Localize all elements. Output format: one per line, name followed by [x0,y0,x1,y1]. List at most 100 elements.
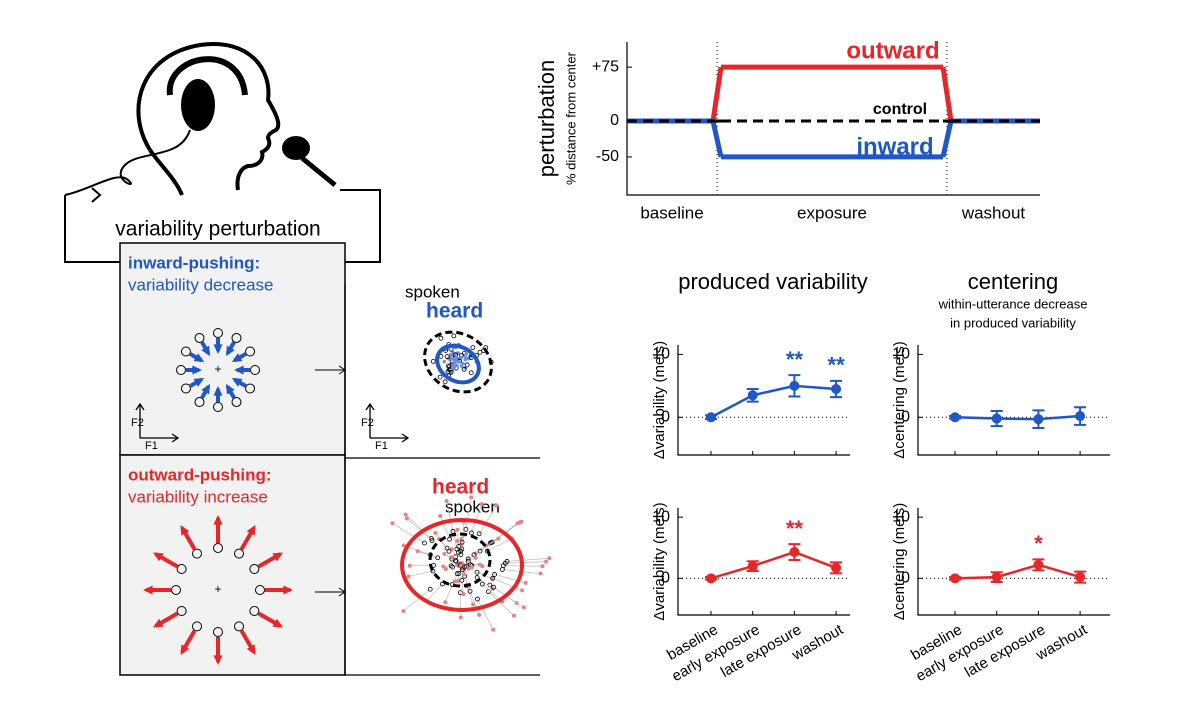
shift-line [493,587,525,608]
target-point [194,332,205,343]
spoken-point [454,546,460,552]
spoken-point [465,558,471,564]
heard-point [520,588,525,593]
heard-point [473,555,478,560]
y-axis-label: Δcentering (mels) [891,341,908,459]
heard-point [458,615,463,620]
heard-point [521,605,526,610]
y-tick-label: 10 [892,346,910,363]
shift-line [465,497,472,530]
heard-point [461,592,466,597]
spoken-point [451,333,457,339]
target-point [192,548,202,559]
step-riser [940,66,954,122]
target-point [255,585,265,595]
push-arrow-head [272,552,283,562]
spoken-point [459,577,465,583]
heard-point [477,612,482,617]
data-point [1033,559,1044,570]
heard-point [454,356,459,360]
x-tick-label: exposure [797,203,867,222]
push-arrow-head [201,383,210,395]
shift-line [488,591,515,616]
heard-point [455,579,460,584]
target-point [234,548,244,559]
shift-line [505,561,547,564]
data-point [991,413,1002,424]
y-axis-label: Δcentering (mels) [891,503,908,621]
push-arrow-head [193,378,205,387]
heard-point [519,519,524,524]
significance-label: ** [786,347,804,372]
axis [677,345,850,456]
target-point [176,365,186,375]
loop-line [64,195,120,263]
series-line [954,414,1081,421]
heard-point [449,547,454,552]
microphone-handle [300,156,337,187]
heard-point [469,565,474,570]
data-point [1075,572,1086,583]
heard-point [458,563,463,568]
push-arrow-head [143,585,153,595]
spoken-point [437,374,443,380]
spoken-point [464,362,470,368]
heard-point [443,566,448,571]
spoken-point [450,564,455,570]
heard-point [390,521,395,526]
spoken-point [456,571,462,576]
loop-label: variability perturbation [115,218,320,241]
spoken-point [471,552,477,558]
spoken-point [459,539,465,545]
f2-label: F2 [131,417,144,429]
push-arrow-head [192,365,202,375]
y-axis-label: Δvariability (mels) [651,341,668,459]
spoken-point [468,370,474,376]
heard-label: heard [432,476,489,499]
y-tick-label: +75 [592,58,619,75]
heard-point [515,521,520,526]
y-axis-label-2: % distance from center [563,51,578,185]
target-point [245,383,256,394]
heard-point [459,355,464,360]
spoken-point [463,526,469,532]
center-mark: + [214,582,221,596]
step-riser [940,120,954,158]
shift-line [403,588,431,612]
heard-point [452,579,457,584]
push-arrow-head [226,383,235,395]
push-arrow-head [246,525,256,536]
shift-line [478,505,497,534]
spoken-point [447,536,452,542]
f1-label: F1 [375,440,388,452]
heard-point [449,353,453,358]
push-arrow-head [213,655,223,665]
target-point [231,397,242,408]
illustrations: ++ [143,328,552,665]
earcup [181,79,215,131]
loop-line [318,189,381,263]
push-arrow-head [213,386,223,396]
axis [917,508,1110,616]
spoken-point [477,548,483,554]
target-point [249,606,260,616]
shift-line [487,538,512,552]
spoken-point [444,354,450,359]
spoken-point [470,345,476,350]
data-point [950,412,960,423]
heard-point [461,361,465,366]
spoken-point [499,567,505,572]
series-label: inward [856,133,933,160]
y-tick-label: 10 [652,346,670,363]
head-outline [136,42,281,191]
target-point [213,402,223,412]
push-arrow-head [226,345,235,357]
push-arrow-head [180,644,190,655]
spoken-point [474,575,480,580]
heard-point [538,571,543,576]
heard-point [544,559,549,564]
spoken-point [427,586,433,592]
spoken-point [459,567,465,573]
spoken-point [454,571,460,577]
push-arrow-head [246,644,256,655]
